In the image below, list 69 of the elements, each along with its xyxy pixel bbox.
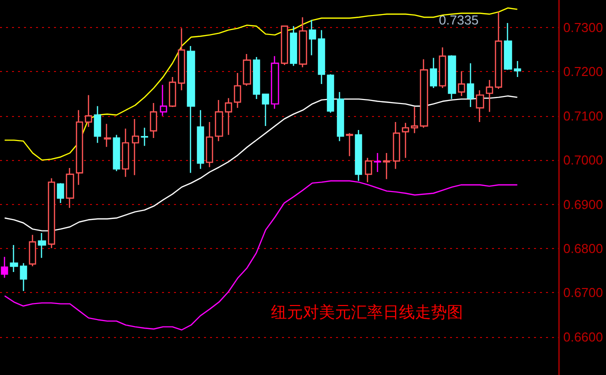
- candlestick: [214, 99, 224, 142]
- candlestick: [374, 152, 382, 173]
- candlestick: [48, 178, 56, 249]
- line-series: [4, 95, 518, 232]
- candlestick: [326, 74, 334, 114]
- candlestick: [346, 132, 354, 157]
- candlestick: [382, 152, 390, 180]
- candlestick: [66, 167, 74, 208]
- candlestick: [438, 46, 446, 89]
- candlestick: [308, 19, 316, 56]
- candlestick: [270, 56, 280, 110]
- candlestick: [402, 122, 410, 158]
- line-series: [4, 180, 518, 330]
- annotation: 0.7335: [438, 12, 479, 28]
- y-tick-label: 0.7000: [563, 152, 604, 168]
- candlestick: [122, 128, 130, 178]
- candlestick: [76, 110, 84, 186]
- candlestick: [28, 234, 36, 267]
- candlestick: [56, 182, 64, 204]
- candlestick: [392, 121, 400, 170]
- candlestick: [0, 256, 8, 278]
- candlestick: [38, 232, 46, 258]
- y-tick-label: 0.7300: [563, 20, 604, 35]
- y-tick-label: 0.7100: [563, 108, 604, 124]
- y-tick-label: 0.6800: [563, 241, 604, 256]
- candlestick: [206, 121, 214, 168]
- y-tick-label: 0.6900: [563, 196, 604, 212]
- candlestick: [280, 25, 288, 66]
- candlestick: [504, 22, 512, 70]
- candlestick: [420, 58, 428, 128]
- candlestick: [20, 262, 28, 292]
- candlestick: [242, 53, 252, 86]
- candlestick: [150, 102, 158, 139]
- candlestick: [84, 94, 92, 128]
- candlestick: [224, 98, 232, 136]
- candlestick: [336, 91, 344, 142]
- candlestick: [354, 129, 362, 182]
- candlestick: [234, 72, 242, 108]
- candlestick: [178, 28, 186, 91]
- candlestick: [112, 134, 120, 172]
- candlestick: [514, 60, 522, 78]
- candlestick: [160, 84, 168, 116]
- y-tick-label: 0.7200: [563, 64, 604, 80]
- candlestick: [140, 127, 148, 147]
- candlestick: [448, 54, 456, 100]
- candlestick: [318, 29, 326, 85]
- candlestick: [430, 57, 438, 89]
- candlestick: [410, 106, 418, 134]
- text: 纽元对美元汇率日线走势图: [271, 304, 463, 322]
- y-tick-label: 0.6700: [563, 285, 604, 300]
- line-series: [4, 7, 518, 161]
- candlestick: [94, 106, 102, 144]
- candlestick: [196, 110, 204, 170]
- candlestick: [486, 79, 494, 112]
- candlestick: [364, 157, 372, 183]
- y-tick-label: 0.6600: [563, 329, 604, 344]
- candlestick: [168, 76, 176, 108]
- candlestick: [104, 123, 112, 148]
- candlestick: [466, 62, 474, 108]
- candlestick: [476, 90, 484, 123]
- candlestick: [252, 56, 260, 100]
- candlestick: [262, 94, 270, 127]
- candlestick: [458, 70, 466, 97]
- candlestick: [186, 45, 196, 174]
- candlestick: [298, 16, 308, 68]
- candlestick: [132, 118, 140, 176]
- candlestick: [10, 244, 18, 273]
- candlestick: [290, 25, 298, 66]
- candlestick: [494, 11, 502, 90]
